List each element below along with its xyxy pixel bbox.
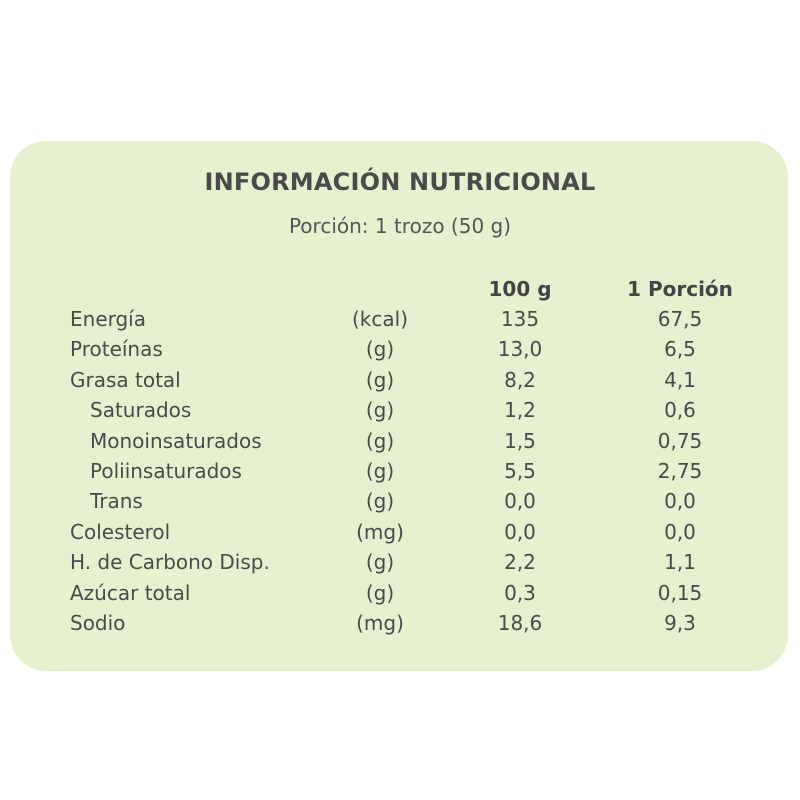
- value-portion: 6,5: [664, 337, 696, 362]
- value-portion: 4,1: [664, 367, 696, 392]
- value-100g: 1,2: [504, 398, 536, 423]
- nutrient-label: Monoinsaturados: [90, 428, 262, 453]
- value-100g: 0,3: [504, 580, 536, 605]
- nutrition-title: INFORMACIÓN NUTRICIONAL: [204, 168, 596, 196]
- nutrition-row: Azúcar total (g) 0,3 0,15: [0, 579, 800, 609]
- value-portion: 1,1: [664, 550, 696, 575]
- nutrition-row: H. de Carbono Disp. (g) 2,2 1,1: [0, 548, 800, 578]
- nutrition-row: Sodio (mg) 18,6 9,3: [0, 609, 800, 639]
- nutrient-label: Saturados: [90, 398, 192, 423]
- unit-label: (mg): [356, 519, 404, 544]
- value-portion: 0,0: [664, 519, 696, 544]
- value-100g: 5,5: [504, 458, 536, 483]
- value-portion: 0,6: [664, 398, 696, 423]
- nutrition-row: Trans (g) 0,0 0,0: [0, 487, 800, 517]
- value-100g: 135: [500, 307, 540, 331]
- value-portion: 67,5: [657, 307, 703, 331]
- value-portion: 0,75: [657, 428, 703, 453]
- value-portion: 9,3: [664, 610, 696, 635]
- unit-label: (mg): [356, 610, 404, 635]
- nutrition-row: Energía (kcal) 135 67,5: [0, 305, 800, 335]
- nutrient-label: Colesterol: [70, 519, 171, 544]
- nutrient-label: Proteínas: [70, 337, 163, 362]
- nutrient-label: Poliinsaturados: [90, 458, 242, 483]
- nutrition-row: Grasa total (g) 8,2 4,1: [0, 366, 800, 396]
- unit-label: (g): [365, 428, 395, 453]
- value-100g: 13,0: [497, 337, 543, 362]
- value-100g: 18,6: [497, 610, 543, 635]
- unit-label: (g): [365, 367, 395, 392]
- value-100g: 8,2: [504, 367, 536, 392]
- unit-label: (g): [365, 580, 395, 605]
- column-header-portion: 1 Porción: [627, 277, 733, 301]
- nutrient-label: Trans: [90, 489, 143, 514]
- nutrient-label: Azúcar total: [70, 580, 191, 605]
- column-header-100g: 100 g: [488, 277, 552, 301]
- value-portion: 2,75: [657, 458, 703, 483]
- value-100g: 0,0: [504, 489, 536, 514]
- value-100g: 0,0: [504, 519, 536, 544]
- nutrient-label: Sodio: [70, 610, 126, 635]
- nutrition-table: Energía (kcal) 135 67,5 Proteínas (g) 13,0 6,5 G…: [0, 305, 800, 639]
- unit-label: (g): [365, 489, 395, 514]
- portion-subtitle: Porción: 1 trozo (50 g): [288, 214, 512, 238]
- value-portion: 0,0: [664, 489, 696, 514]
- unit-label: (g): [365, 550, 395, 575]
- nutrient-label: H. de Carbono Disp.: [70, 550, 270, 575]
- value-100g: 2,2: [504, 550, 536, 575]
- nutrient-label: Grasa total: [70, 367, 181, 392]
- unit-label: (g): [365, 337, 395, 362]
- nutrition-row: Saturados (g) 1,2 0,6: [0, 396, 800, 426]
- nutrition-row: Proteínas (g) 13,0 6,5: [0, 335, 800, 365]
- unit-label: (g): [365, 458, 395, 483]
- value-100g: 1,5: [504, 428, 536, 453]
- nutrition-row: Colesterol (mg) 0,0 0,0: [0, 518, 800, 548]
- nutrition-row: Monoinsaturados (g) 1,5 0,75: [0, 427, 800, 457]
- value-portion: 0,15: [657, 580, 703, 605]
- unit-label: (kcal): [352, 307, 408, 331]
- nutrient-label: Energía: [70, 307, 146, 331]
- nutrition-card: [10, 141, 788, 671]
- unit-label: (g): [365, 398, 395, 423]
- nutrition-row: Poliinsaturados (g) 5,5 2,75: [0, 457, 800, 487]
